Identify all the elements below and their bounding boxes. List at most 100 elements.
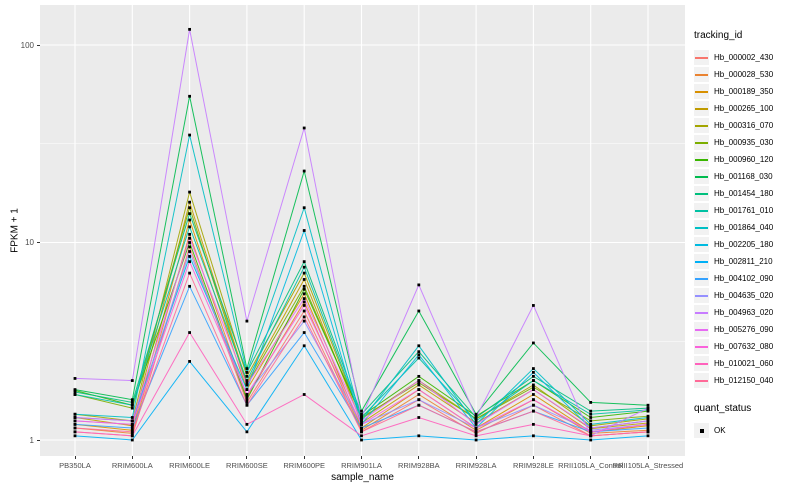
data-point [130,401,134,404]
data-point [646,424,650,428]
legend-label: Hb_001761_010 [714,206,774,215]
legend-label: Hb_004635_020 [714,291,774,300]
y-tick-label: 10 [25,238,34,247]
data-point [646,428,650,432]
data-point [589,428,593,432]
quant-status-legend-title: quant_status [694,403,752,414]
legend-key [694,67,709,82]
data-point [302,126,306,130]
data-point [245,422,249,426]
data-point [302,331,306,334]
quant-status-label: OK [714,426,726,435]
data-point [245,403,249,407]
data-point [188,94,191,98]
legend-key [694,271,709,286]
data-point [73,416,77,419]
legend-label: Hb_000265_100 [714,104,774,113]
quant-status-legend-items: OK [694,422,800,439]
data-point [245,398,249,402]
black-square-point-icon [700,429,704,433]
data-point [360,416,363,419]
data-point [532,379,535,382]
data-point [646,426,650,430]
data-point [188,236,191,240]
legend-label: Hb_005276_090 [714,325,774,334]
chart-canvas [40,5,685,456]
x-tick-label: PB350LA [59,461,91,470]
series-color-line-icon [695,210,708,212]
x-axis-tick [189,456,191,459]
legend-item-Hb_000189_350: Hb_000189_350 [694,83,800,100]
x-axis-title: sample_name [331,472,394,483]
data-point [188,360,191,363]
data-point [73,419,77,423]
legend-key [694,423,709,438]
data-point [532,370,535,374]
data-point [417,403,421,407]
legend-key [694,169,709,184]
data-point [302,300,306,304]
data-point [302,265,306,269]
data-point [417,388,421,391]
data-point [532,383,535,387]
data-point [360,412,363,416]
tracking-id-legend-title: tracking_id [694,30,743,41]
x-tick-label: RRIM600SE [226,461,268,470]
data-point [245,374,249,378]
data-point [646,430,650,434]
data-point [245,319,249,323]
data-point [532,367,535,370]
legend-label: Hb_004102_090 [714,274,774,283]
data-point [130,424,134,428]
data-point [188,260,191,264]
data-point [360,438,363,442]
data-point [646,422,650,426]
data-point [245,383,249,387]
legend-item-Hb_000316_070: Hb_000316_070 [694,117,800,134]
data-point [130,426,134,430]
data-point [417,383,421,387]
legend-item-Hb_000935_030: Hb_000935_030 [694,134,800,151]
data-point [360,430,363,434]
legend-key [694,288,709,303]
data-point [417,353,421,357]
x-axis-tick [418,456,420,459]
legend-item-Hb_000265_100: Hb_000265_100 [694,100,800,117]
legend-item-Hb_012150_040: Hb_012150_040 [694,372,800,389]
legend-item-Hb_000028_530: Hb_000028_530 [694,66,800,83]
data-point [474,431,478,435]
x-axis-tick [303,456,305,459]
data-point [360,434,363,438]
data-point [302,229,306,232]
data-point [474,438,478,442]
data-point [417,381,421,385]
data-point [360,419,363,423]
data-point [245,388,249,391]
series-color-line-icon [695,295,708,297]
data-point [73,430,77,434]
data-point [474,434,478,438]
data-point [73,434,77,438]
data-point [188,133,191,137]
data-point [589,422,593,426]
legend-key [694,101,709,116]
data-point [73,390,77,394]
legend-label: Hb_012150_040 [714,376,774,385]
series-color-line-icon [695,91,708,93]
data-point [188,245,191,249]
legend-item-Hb_002811_210: Hb_002811_210 [694,253,800,270]
data-point [646,406,650,410]
legend: tracking_id Hb_000002_430 Hb_000028_530 Hb… [694,30,800,439]
x-axis-tick [131,456,133,459]
x-axis-tick [647,456,649,459]
y-axis-tick [37,44,40,46]
data-point [474,422,478,426]
x-axis-tick [532,456,534,459]
data-point [417,283,421,287]
series-color-line-icon [695,329,708,331]
data-point [73,422,77,426]
data-point [73,377,77,380]
legend-label: Hb_000028_530 [714,70,774,79]
y-tick-label: 1 [29,435,34,445]
legend-key [694,203,709,218]
